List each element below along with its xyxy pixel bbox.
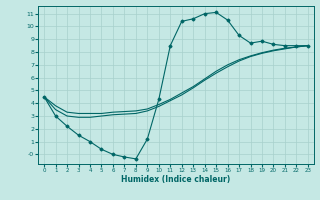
X-axis label: Humidex (Indice chaleur): Humidex (Indice chaleur) bbox=[121, 175, 231, 184]
